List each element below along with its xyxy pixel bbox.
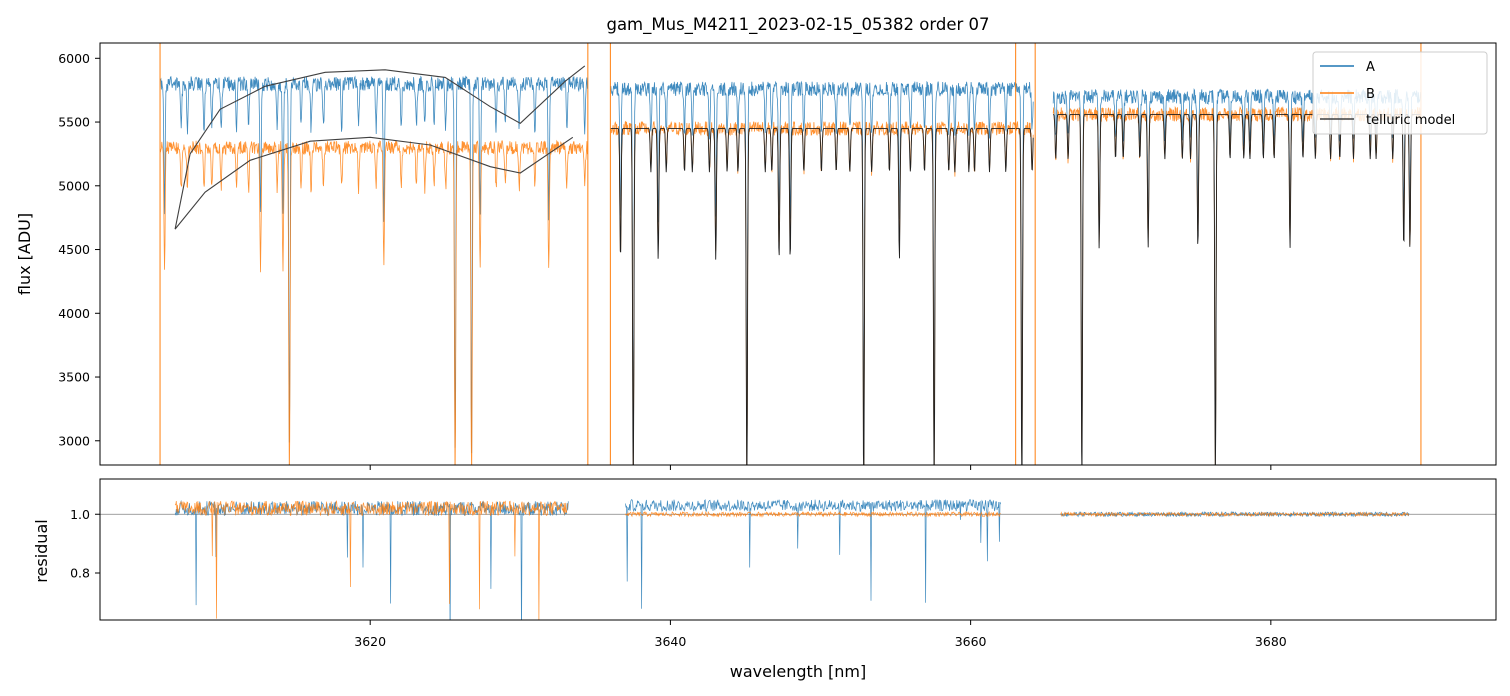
residual-a-line — [625, 499, 1001, 609]
residual-x-tick-label: 3620 — [354, 634, 386, 649]
residual-plot-area — [100, 499, 1496, 620]
residual-b-line — [174, 499, 569, 620]
telluric-model-line — [610, 127, 1034, 465]
legend-label-a: A — [1366, 60, 1375, 75]
series-b-line — [610, 120, 1034, 465]
flux-y-axis: 3000 3500 4000 4500 5000 5500 6000 — [58, 51, 100, 448]
telluric-model-line — [174, 65, 586, 230]
residual-b-line — [625, 510, 1001, 518]
x-axis-label: wavelength [nm] — [730, 662, 867, 681]
residual-x-tick-label: 3660 — [955, 634, 987, 649]
residual-panel-frame — [99, 478, 1497, 621]
flux-y-tick-label: 3500 — [58, 370, 90, 385]
residual-x-tick-label: 3680 — [1255, 634, 1287, 649]
flux-x-ticks — [369, 465, 1272, 470]
residual-a-line — [174, 499, 569, 620]
residual-x-axis: 3620 3640 3660 3680 — [354, 620, 1287, 649]
residual-y-tick-label: 0.8 — [70, 566, 90, 581]
legend-label-telluric: telluric model — [1366, 113, 1455, 128]
flux-y-label: flux [ADU] — [15, 213, 34, 295]
residual-y-axis: 0.8 1.0 — [70, 507, 100, 581]
telluric-model-line — [174, 136, 574, 230]
series-b-line — [159, 139, 588, 465]
series-b-line — [1052, 105, 1421, 465]
series-a-line — [1052, 88, 1421, 451]
series-a-line — [610, 80, 1034, 463]
residual-x-tick-label: 3640 — [655, 634, 687, 649]
residual-y-tick-label: 1.0 — [70, 507, 90, 522]
flux-y-tick-label: 5000 — [58, 178, 90, 193]
flux-y-tick-label: 5500 — [58, 115, 90, 130]
flux-y-tick-label: 3000 — [58, 433, 90, 448]
flux-y-tick-label: 4500 — [58, 242, 90, 257]
chart-title: gam_Mus_M4211_2023-02-15_05382 order 07 — [606, 15, 989, 35]
flux-y-tick-label: 6000 — [58, 51, 90, 66]
flux-plot-area — [159, 43, 1422, 465]
residual-y-label: residual — [32, 519, 51, 582]
legend: A B telluric model — [1312, 51, 1488, 135]
flux-y-tick-label: 4000 — [58, 306, 90, 321]
telluric-model-line — [1053, 113, 1421, 465]
residual-b-line — [1060, 511, 1410, 518]
flux-panel-frame — [99, 42, 1497, 466]
series-a-line — [159, 75, 588, 454]
legend-label-b: B — [1366, 87, 1375, 102]
